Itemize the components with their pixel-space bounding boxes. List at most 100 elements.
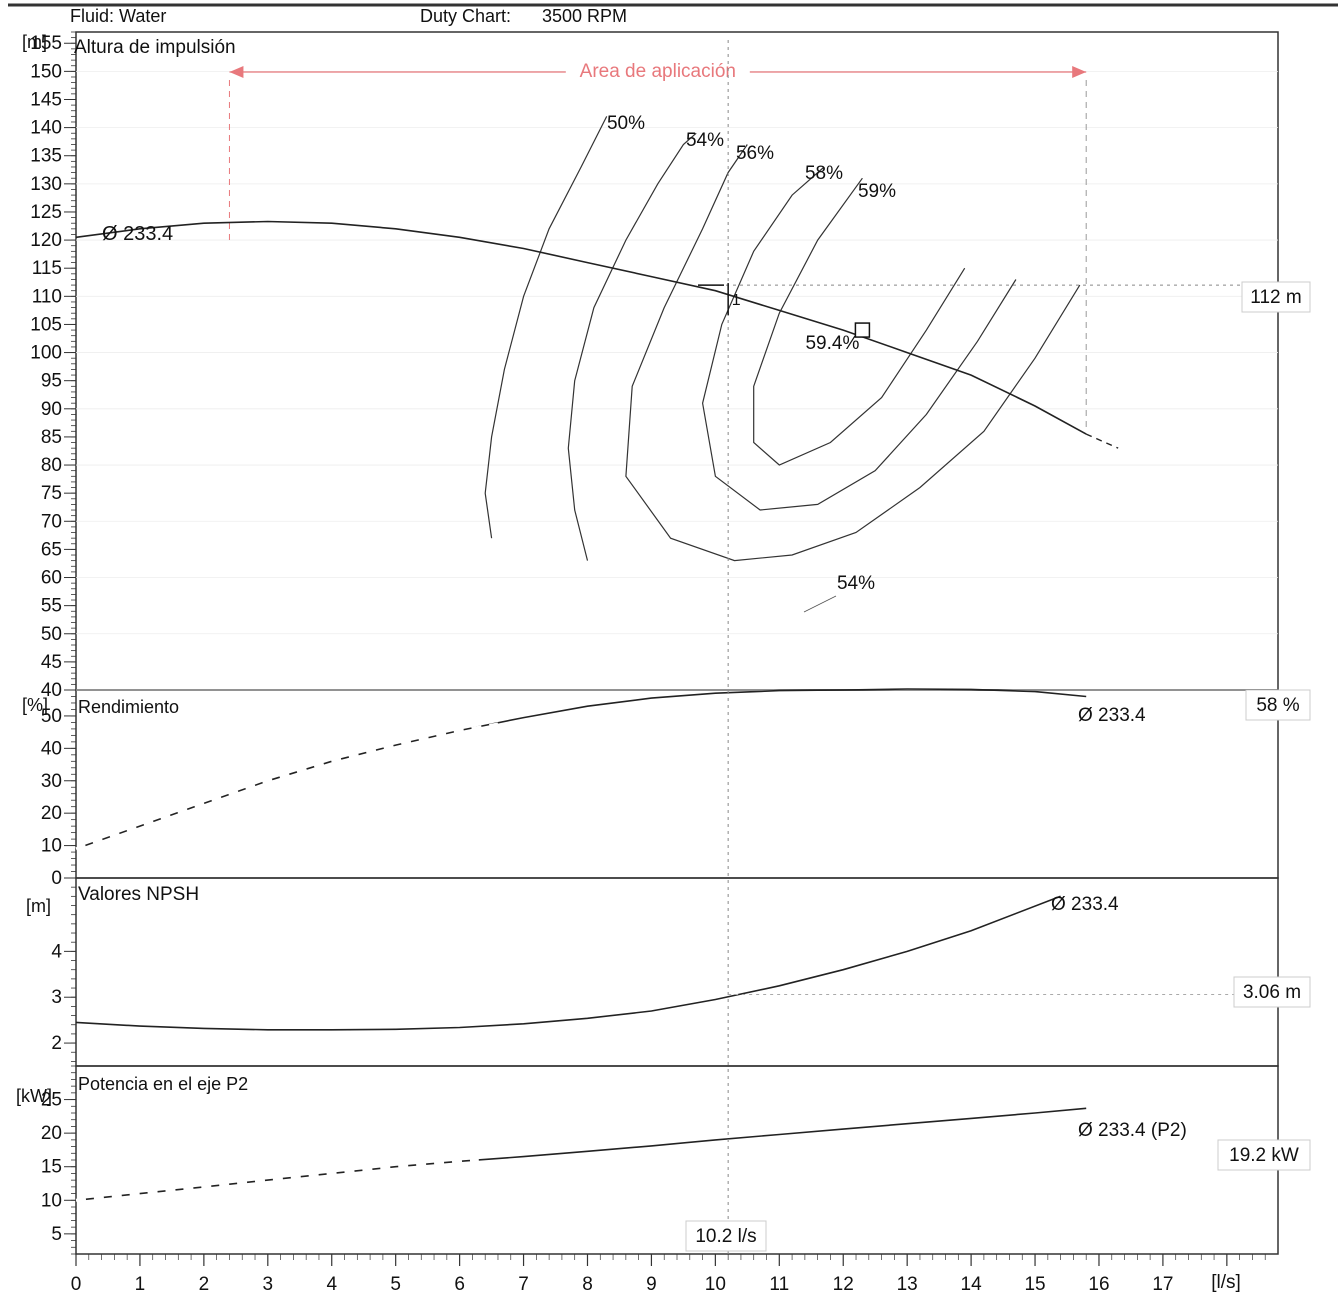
efficiency-unit: [%] xyxy=(22,695,48,715)
y-tick-label: 30 xyxy=(41,771,62,792)
x-tick-label: 6 xyxy=(454,1274,465,1295)
bep-marker xyxy=(854,322,871,338)
y-tick-label: 5 xyxy=(51,1224,62,1245)
y-tick-label: 90 xyxy=(41,399,62,420)
x-tick-label: 0 xyxy=(71,1274,82,1295)
y-tick-label: 95 xyxy=(41,371,62,392)
series-label: Ø 233.4 xyxy=(102,223,173,245)
bep-label: 59.4% xyxy=(805,333,859,354)
x-tick-label: 16 xyxy=(1088,1274,1109,1295)
duty-flow-label: 10.2 l/s xyxy=(695,1226,756,1247)
x-tick-label: 9 xyxy=(646,1274,657,1295)
duty-chart-label: Duty Chart: xyxy=(420,6,512,26)
curve-1 xyxy=(75,688,1087,850)
iso-efficiency-label: 59% xyxy=(858,181,896,202)
y-tick-label: 135 xyxy=(30,146,62,167)
application-area-label: Area de aplicación xyxy=(580,61,736,82)
x-tick-label: 10 xyxy=(705,1274,726,1295)
curve-3 xyxy=(75,1107,1087,1202)
x-tick-label: 4 xyxy=(326,1274,337,1295)
iso-efficiency-curve xyxy=(753,177,966,466)
duty-head-label: 112 m xyxy=(1250,287,1301,308)
y-tick-label: 125 xyxy=(30,202,62,223)
y-tick-label: 140 xyxy=(30,118,62,139)
speed-label: 3500 RPM xyxy=(542,6,628,26)
y-tick-label: 15 xyxy=(41,1157,62,1178)
iso-efficiency-curve xyxy=(701,166,1017,511)
y-tick-label: 105 xyxy=(30,314,62,335)
efficiency-title: Rendimiento xyxy=(78,697,179,717)
y-tick-label: 100 xyxy=(30,343,62,364)
x-tick-label: 1 xyxy=(135,1274,146,1295)
y-tick-label: 3 xyxy=(51,987,62,1008)
power-dash-mask xyxy=(75,1158,479,1202)
efficiency-dash-mask xyxy=(75,722,499,851)
x-tick-label: 3 xyxy=(263,1274,274,1295)
iso-efficiency-curve xyxy=(484,116,608,539)
iso-efficiency-label: 54% xyxy=(686,130,724,151)
x-axis-unit-label: [l/s] xyxy=(1211,1272,1241,1293)
y-tick-label: 45 xyxy=(41,652,62,673)
y-tick-label: 60 xyxy=(41,568,62,589)
y-tick-label: 155 xyxy=(30,33,62,54)
y-tick-label: 115 xyxy=(32,258,62,279)
y-tick-label: 150 xyxy=(30,61,62,82)
y-tick-label: 110 xyxy=(32,286,62,307)
y-tick-label: 145 xyxy=(30,89,62,110)
head-title: Altura de impulsión xyxy=(74,37,236,58)
gridlines xyxy=(76,70,1278,691)
duty-head-label-box xyxy=(1241,281,1311,313)
series-label: Ø 233.4 xyxy=(1078,705,1146,726)
series-label: Ø 233.4 xyxy=(1051,894,1119,915)
x-tick-label: 12 xyxy=(833,1274,854,1295)
x-tick-label: 11 xyxy=(769,1274,789,1295)
y-tick-label: 10 xyxy=(41,836,62,857)
axes: 4045505560657075808590951001051101151201… xyxy=(30,31,1266,1295)
duty-npsh-label: 3.06 m xyxy=(1243,982,1301,1003)
curve-0 xyxy=(75,220,1087,435)
duty-point-number: 1 xyxy=(732,292,741,309)
power-title: Potencia en el eje P2 xyxy=(78,1074,248,1094)
iso-efficiency-curve xyxy=(567,132,697,561)
y-tick-label: 130 xyxy=(30,174,62,195)
y-tick-label: 10 xyxy=(41,1190,62,1211)
iso-efficiency-label: 50% xyxy=(607,113,645,134)
y-tick-label: 75 xyxy=(41,483,62,504)
curves: Area de aplicación xyxy=(75,40,1240,1254)
x-tick-label: 17 xyxy=(1152,1274,1173,1295)
iso-label-leader xyxy=(803,595,837,613)
iso-efficiency-label: 56% xyxy=(736,143,774,164)
fluid-label: Fluid: Water xyxy=(70,6,167,26)
y-tick-label: 40 xyxy=(41,738,62,759)
y-tick-label: 0 xyxy=(51,868,62,889)
y-tick-label: 70 xyxy=(41,511,62,532)
duty-efficiency-label: 58 % xyxy=(1256,695,1299,716)
panel-frame-3 xyxy=(75,1065,1279,1255)
x-tick-label: 8 xyxy=(582,1274,593,1295)
y-tick-label: 40 xyxy=(41,680,62,701)
npsh-unit: [m] xyxy=(26,896,51,916)
y-tick-label: 2 xyxy=(51,1033,62,1054)
curve-2 xyxy=(75,895,1061,1031)
y-tick-label: 25 xyxy=(41,1090,62,1111)
application-area-arrow-left xyxy=(229,66,244,78)
iso-efficiency-label: 54% xyxy=(837,573,875,594)
iso-efficiency-label: 58% xyxy=(805,163,843,184)
y-tick-label: 65 xyxy=(41,539,62,560)
duty-power-label: 19.2 kW xyxy=(1229,1145,1299,1166)
x-tick-label: 5 xyxy=(390,1274,401,1295)
x-tick-label: 14 xyxy=(961,1274,983,1295)
head-curve-extension xyxy=(1085,433,1119,449)
iso-efficiency-curve xyxy=(625,144,1081,562)
application-area-arrow-right xyxy=(1072,66,1087,78)
duty-efficiency-label-box xyxy=(1245,689,1311,721)
x-tick-label: 2 xyxy=(199,1274,210,1295)
y-tick-label: 85 xyxy=(41,427,62,448)
duty-npsh-label-box xyxy=(1233,976,1311,1008)
y-tick-label: 20 xyxy=(41,1123,62,1144)
duty-flow-label-box xyxy=(685,1220,767,1252)
head-unit: [m] xyxy=(22,32,47,52)
npsh-title: Valores NPSH xyxy=(78,884,199,905)
y-tick-label: 120 xyxy=(30,230,62,251)
